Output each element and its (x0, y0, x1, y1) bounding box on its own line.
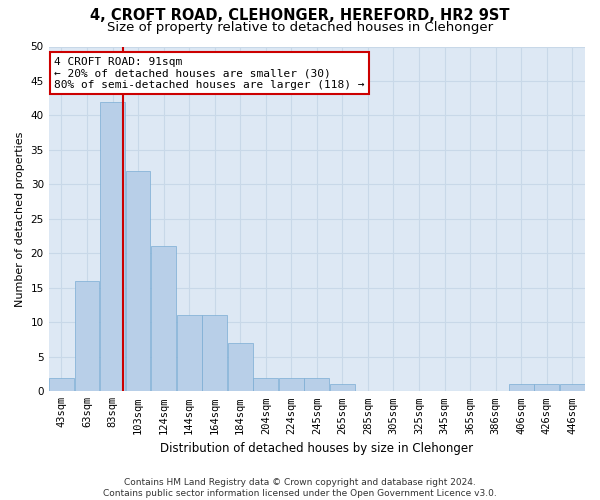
Text: Contains HM Land Registry data © Crown copyright and database right 2024.
Contai: Contains HM Land Registry data © Crown c… (103, 478, 497, 498)
Y-axis label: Number of detached properties: Number of detached properties (15, 131, 25, 306)
Bar (74, 281, 100, 392)
Bar (125, 170, 151, 392)
Text: 4, CROFT ROAD, CLEHONGER, HEREFORD, HR2 9ST: 4, CROFT ROAD, CLEHONGER, HEREFORD, HR2 … (90, 8, 510, 22)
Bar (228, 343, 253, 392)
Bar (330, 384, 355, 392)
X-axis label: Distribution of detached houses by size in Clehonger: Distribution of detached houses by size … (160, 442, 473, 455)
Bar (202, 316, 227, 392)
Bar (151, 246, 176, 392)
Bar (509, 384, 533, 392)
Bar (279, 378, 304, 392)
Bar (304, 378, 329, 392)
Bar (100, 102, 125, 392)
Text: Size of property relative to detached houses in Clehonger: Size of property relative to detached ho… (107, 21, 493, 34)
Bar (49, 378, 74, 392)
Bar (253, 378, 278, 392)
Bar (560, 384, 584, 392)
Bar (535, 384, 559, 392)
Bar (177, 316, 202, 392)
Text: 4 CROFT ROAD: 91sqm
← 20% of detached houses are smaller (30)
80% of semi-detach: 4 CROFT ROAD: 91sqm ← 20% of detached ho… (54, 57, 365, 90)
